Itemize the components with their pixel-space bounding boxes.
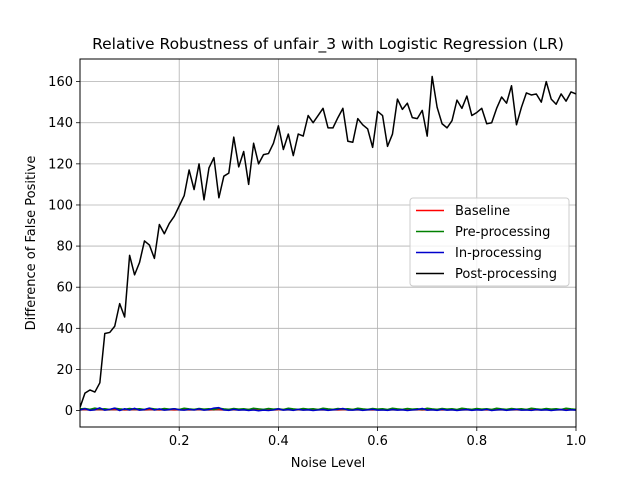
x-axis-title: Noise Level — [291, 456, 366, 471]
y-tick-label: 20 — [56, 363, 73, 378]
x-tick-label: 0.4 — [268, 434, 289, 449]
legend-label-in-processing: In-processing — [455, 246, 542, 261]
y-tick-label: 40 — [56, 322, 73, 337]
x-tick-label: 0.6 — [367, 434, 388, 449]
series-line-pre-processing — [80, 407, 576, 411]
legend-label-baseline: Baseline — [455, 204, 510, 219]
legend-label-pre-processing: Pre-processing — [455, 225, 550, 240]
y-tick-label: 160 — [48, 75, 73, 90]
x-tick-label: 0.2 — [169, 434, 190, 449]
y-tick-label: 100 — [48, 198, 73, 213]
tick-layer: 0.2 0.4 0.6 0.8 1.0 0 20 40 60 80 100 120 140 160 — [48, 75, 586, 449]
x-tick-label: 0.8 — [466, 434, 487, 449]
legend-box — [409, 197, 570, 287]
x-tick-label: 1.0 — [566, 434, 587, 449]
series-line-post-processing — [80, 75, 576, 408]
y-tick-label: 120 — [48, 157, 73, 172]
y-tick-label: 80 — [56, 240, 73, 255]
chart-title: Relative Robustness of unfair_3 with Log… — [92, 35, 564, 54]
legend-label-post-processing: Post-processing — [455, 267, 557, 282]
y-tick-label: 0 — [65, 404, 73, 419]
legend: Baseline Pre-processing In-processing Po… — [409, 197, 570, 287]
y-tick-label: 140 — [48, 116, 73, 131]
y-axis-title: Difference of False Positive — [24, 156, 39, 331]
plot-frame — [79, 58, 577, 428]
series-line-in-processing — [80, 406, 576, 412]
series-layer — [80, 75, 576, 412]
y-tick-label: 60 — [56, 281, 73, 296]
